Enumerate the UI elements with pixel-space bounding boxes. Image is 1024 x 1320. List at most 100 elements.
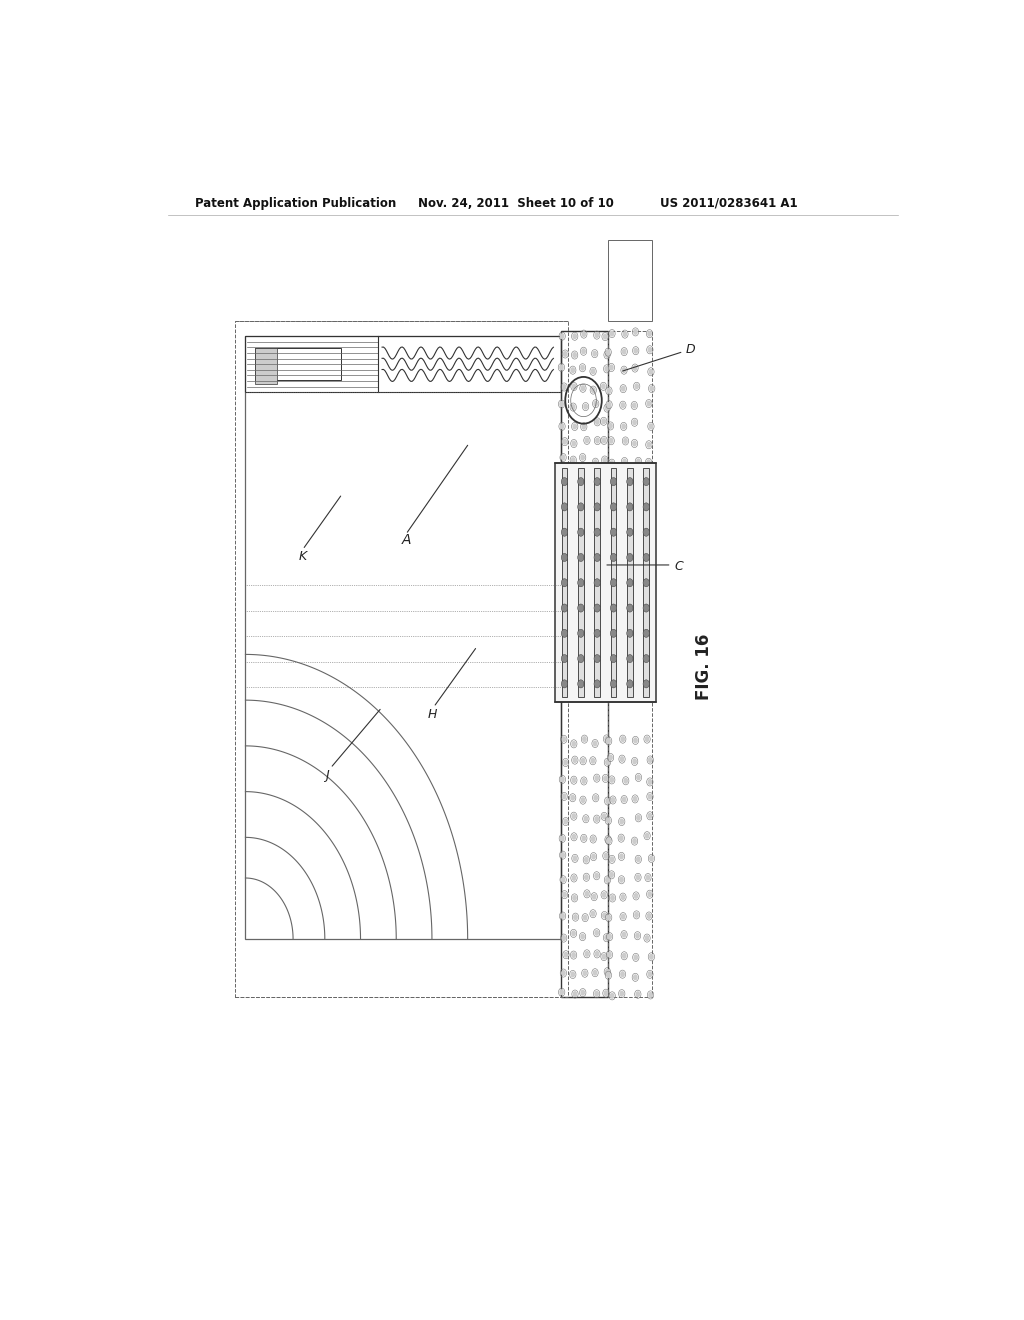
Circle shape (634, 347, 638, 354)
Circle shape (620, 876, 624, 883)
Circle shape (602, 892, 606, 898)
Circle shape (594, 478, 600, 486)
Circle shape (606, 738, 611, 744)
Circle shape (601, 383, 606, 389)
Circle shape (583, 970, 587, 977)
Circle shape (594, 655, 600, 663)
Circle shape (610, 478, 616, 486)
Circle shape (585, 437, 590, 444)
Circle shape (563, 952, 568, 958)
Circle shape (592, 894, 597, 900)
Circle shape (582, 424, 586, 430)
Circle shape (578, 680, 584, 688)
Bar (246, 337, 561, 939)
Circle shape (584, 874, 589, 880)
Circle shape (622, 932, 627, 937)
Circle shape (571, 457, 575, 463)
Bar (555, 463, 655, 702)
Circle shape (560, 851, 565, 858)
Circle shape (609, 871, 614, 878)
Circle shape (602, 437, 606, 444)
Circle shape (578, 630, 584, 638)
Circle shape (607, 952, 611, 958)
Circle shape (636, 775, 641, 780)
Circle shape (572, 352, 577, 358)
Circle shape (647, 330, 652, 337)
Circle shape (627, 553, 633, 561)
Circle shape (594, 929, 599, 936)
Circle shape (621, 894, 626, 900)
Circle shape (649, 385, 654, 392)
Circle shape (627, 605, 633, 612)
Circle shape (594, 775, 599, 781)
Circle shape (645, 737, 649, 742)
Circle shape (648, 991, 653, 998)
Circle shape (606, 915, 611, 920)
Circle shape (634, 912, 639, 917)
Circle shape (561, 478, 567, 486)
Circle shape (581, 933, 585, 940)
Circle shape (604, 366, 609, 372)
Circle shape (581, 797, 586, 803)
Circle shape (634, 383, 639, 389)
Circle shape (578, 503, 584, 511)
Circle shape (570, 367, 575, 374)
Circle shape (584, 404, 588, 409)
Bar (608, 240, 651, 321)
Circle shape (585, 891, 589, 896)
Circle shape (591, 911, 595, 917)
Circle shape (610, 630, 616, 638)
Circle shape (561, 970, 566, 975)
Circle shape (578, 605, 584, 612)
Circle shape (560, 776, 565, 783)
Circle shape (632, 838, 637, 845)
Circle shape (563, 818, 568, 825)
Circle shape (647, 779, 652, 785)
Circle shape (593, 459, 598, 465)
Circle shape (645, 875, 650, 880)
Circle shape (571, 834, 577, 840)
Circle shape (601, 418, 606, 424)
Circle shape (632, 403, 637, 408)
Text: H: H (428, 708, 437, 721)
Circle shape (643, 478, 649, 486)
Circle shape (636, 857, 641, 862)
Circle shape (591, 836, 596, 842)
Circle shape (602, 813, 606, 820)
Circle shape (605, 876, 610, 883)
Circle shape (620, 853, 624, 859)
Circle shape (602, 457, 607, 463)
Circle shape (572, 333, 578, 339)
Circle shape (584, 857, 589, 863)
Circle shape (603, 334, 607, 339)
Circle shape (623, 458, 627, 465)
Circle shape (622, 953, 627, 958)
Circle shape (581, 364, 585, 371)
Circle shape (594, 630, 600, 638)
Circle shape (643, 528, 649, 536)
Circle shape (603, 853, 608, 859)
Text: FIG. 16: FIG. 16 (695, 634, 714, 700)
Circle shape (561, 655, 567, 663)
Circle shape (606, 401, 611, 408)
Circle shape (646, 459, 651, 466)
Circle shape (578, 655, 584, 663)
Circle shape (627, 578, 633, 587)
Circle shape (647, 793, 652, 800)
Circle shape (572, 991, 578, 997)
Circle shape (620, 990, 625, 997)
Circle shape (645, 935, 649, 941)
Circle shape (643, 655, 649, 663)
Circle shape (595, 418, 600, 425)
Circle shape (646, 913, 651, 919)
Circle shape (623, 331, 628, 337)
Circle shape (627, 630, 633, 638)
Circle shape (578, 553, 584, 561)
Circle shape (581, 758, 586, 764)
Bar (255, 348, 341, 380)
Circle shape (594, 553, 600, 561)
Circle shape (562, 384, 566, 389)
Circle shape (603, 775, 608, 781)
Circle shape (636, 814, 641, 821)
Circle shape (561, 605, 567, 612)
